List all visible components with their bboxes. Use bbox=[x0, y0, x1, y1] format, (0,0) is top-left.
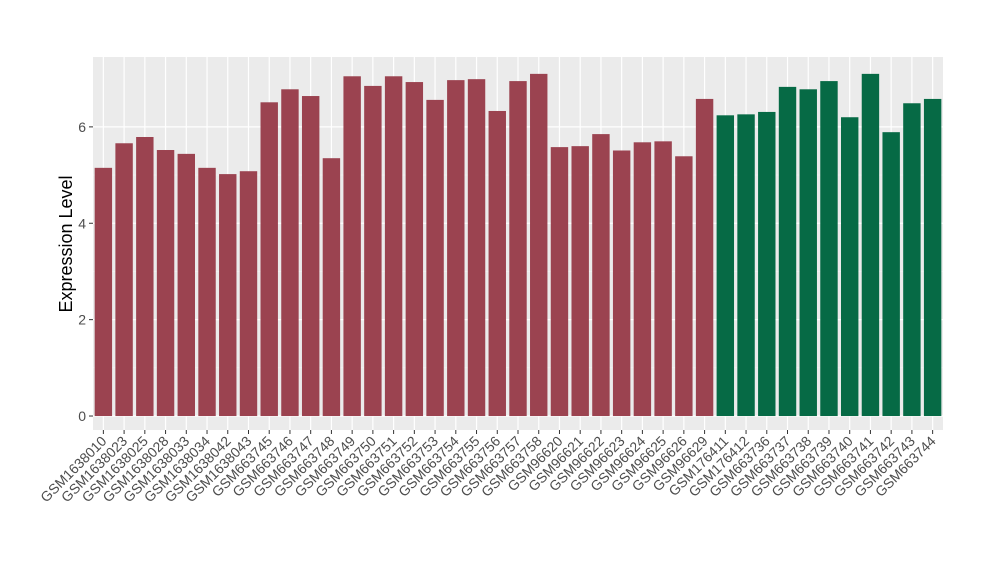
bar bbox=[612, 150, 631, 417]
bar bbox=[799, 89, 817, 417]
bar bbox=[550, 147, 569, 417]
bar bbox=[861, 73, 880, 417]
bar bbox=[426, 99, 444, 417]
y-tick-label: 2 bbox=[78, 312, 86, 328]
bar bbox=[841, 117, 859, 417]
bar bbox=[405, 82, 424, 417]
bar bbox=[695, 98, 714, 417]
bar bbox=[488, 110, 506, 417]
bar bbox=[737, 114, 755, 417]
bar bbox=[322, 158, 341, 417]
bar bbox=[219, 174, 237, 417]
bar bbox=[447, 80, 465, 417]
y-axis-title: Expression Level bbox=[56, 175, 76, 312]
bar bbox=[260, 102, 278, 417]
bar bbox=[654, 141, 672, 417]
bar bbox=[778, 86, 797, 417]
bar bbox=[675, 156, 693, 417]
bar bbox=[301, 96, 320, 417]
bar bbox=[239, 171, 258, 417]
bar bbox=[136, 136, 154, 417]
bar bbox=[281, 89, 299, 417]
bar bbox=[571, 146, 589, 417]
bar bbox=[364, 85, 382, 417]
bar bbox=[198, 167, 216, 417]
bar bbox=[384, 76, 403, 417]
bar bbox=[923, 98, 942, 417]
y-tick-label: 0 bbox=[78, 408, 86, 424]
bar bbox=[509, 81, 527, 417]
bar bbox=[820, 81, 838, 417]
bar bbox=[94, 167, 113, 417]
bar bbox=[177, 153, 195, 417]
bar bbox=[903, 103, 921, 417]
bar bbox=[592, 134, 610, 417]
y-tick-label: 4 bbox=[78, 215, 86, 231]
bar bbox=[633, 142, 652, 417]
bar bbox=[758, 111, 776, 417]
bar bbox=[882, 132, 900, 417]
bar bbox=[343, 76, 361, 417]
y-tick-label: 6 bbox=[78, 119, 86, 135]
bar bbox=[716, 115, 735, 417]
bar bbox=[530, 73, 548, 417]
bar bbox=[156, 150, 175, 417]
bar bbox=[467, 79, 486, 417]
bar bbox=[115, 143, 133, 417]
